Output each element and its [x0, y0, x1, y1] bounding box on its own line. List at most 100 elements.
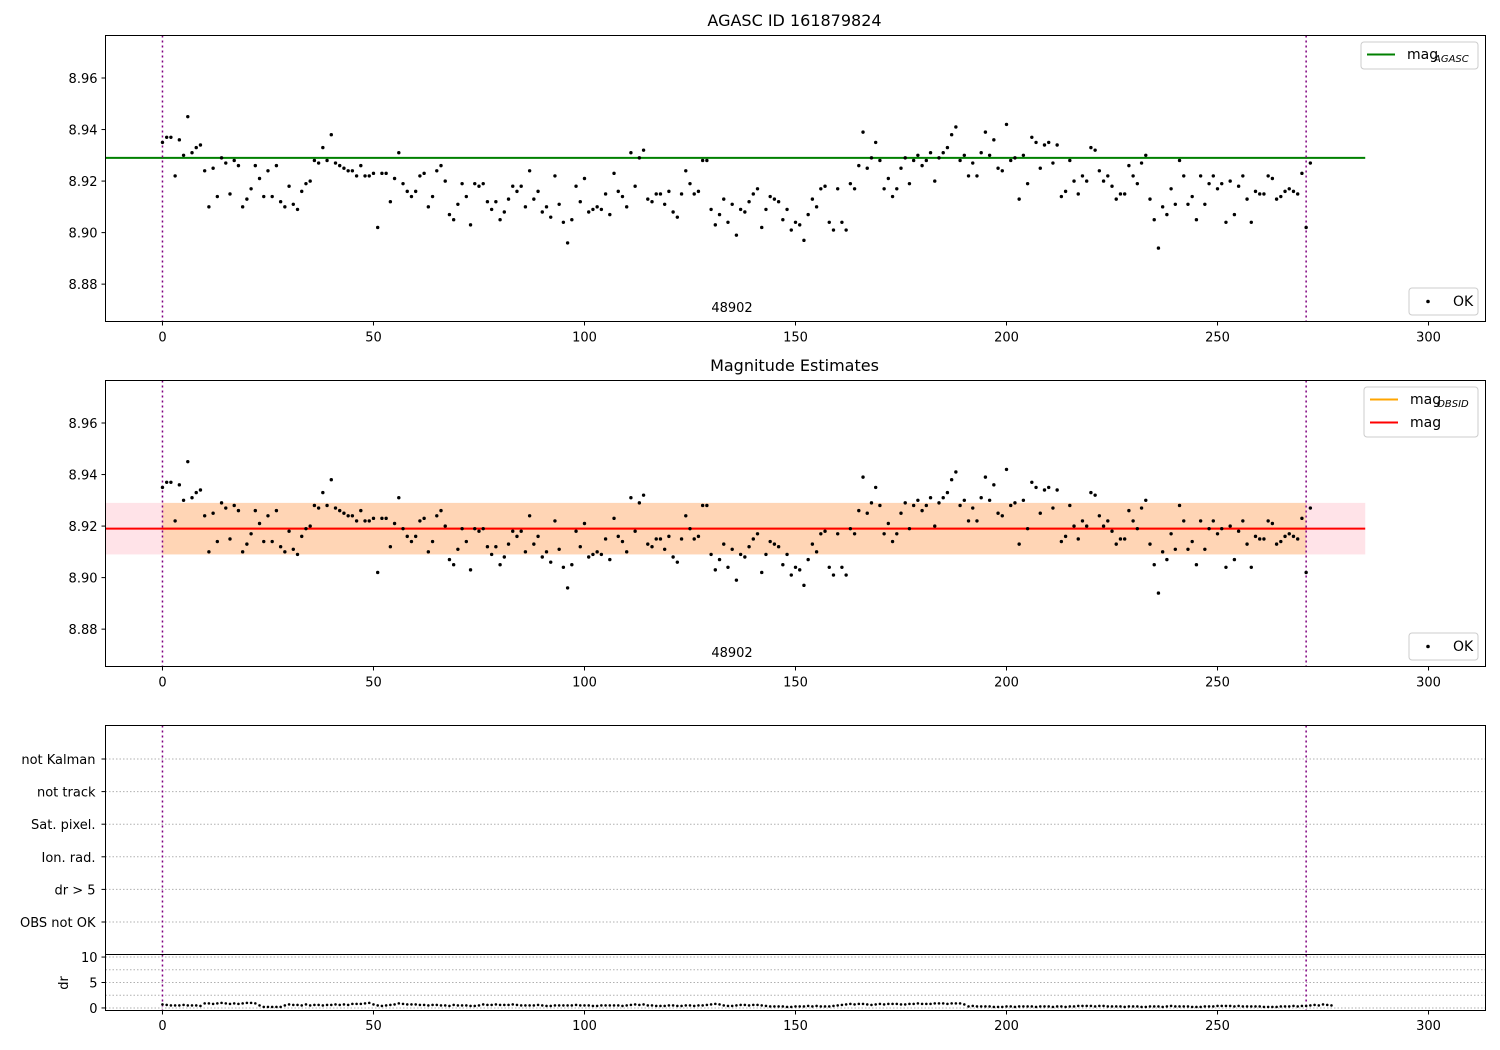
magnitude-point [911, 503, 916, 508]
magnitude-point [506, 542, 511, 546]
dr-point [300, 1004, 304, 1007]
agasc-point [717, 212, 722, 217]
magnitude-point [1118, 537, 1123, 541]
dr-point [321, 1004, 325, 1007]
agasc-point [933, 179, 937, 183]
dr-point [625, 1004, 628, 1007]
dr-point [460, 1004, 464, 1007]
agasc-point [1076, 192, 1080, 196]
agasc-point [785, 207, 789, 212]
agasc-point [278, 199, 283, 204]
magnitude-point [582, 521, 587, 526]
dr-point [633, 1003, 637, 1006]
magnitude-point [1030, 480, 1034, 484]
dr-point [536, 1003, 540, 1007]
magnitude-point [527, 514, 532, 518]
dr-point [173, 1004, 177, 1007]
magnitude-point [1308, 506, 1313, 510]
dr-point [773, 1005, 776, 1008]
magnitude-point [840, 565, 844, 570]
dr-point [367, 1001, 371, 1005]
dr-point [405, 1003, 409, 1006]
magnitude-point [928, 496, 933, 500]
agasc-point [907, 181, 912, 186]
magnitude-point [831, 573, 836, 577]
dr-point [1245, 1005, 1249, 1008]
dr-point [714, 1002, 717, 1006]
agasc-point [1127, 163, 1131, 168]
dr-point [794, 1005, 797, 1008]
agasc-point [346, 169, 350, 173]
agasc-point [291, 202, 295, 206]
flag-label: Ion. rad. [42, 851, 96, 866]
agasc-point [342, 166, 346, 170]
dr-point [1043, 1005, 1046, 1008]
agasc-point [789, 228, 793, 232]
agasc-point [561, 220, 566, 225]
magnitude-point [376, 570, 380, 575]
agasc-point [160, 140, 165, 145]
agasc-point [532, 197, 536, 201]
magnitude-point [1165, 557, 1169, 562]
magnitude-point [1097, 514, 1102, 518]
dr-point [384, 1004, 388, 1007]
magnitude-point [1110, 529, 1114, 533]
dr-point [389, 1003, 392, 1007]
magnitude-point [696, 534, 701, 539]
dr-point [1216, 1004, 1219, 1008]
agasc-point [1308, 161, 1313, 165]
magnitude-point [836, 532, 840, 536]
magnitude-xtick-label: 0 [158, 676, 166, 691]
agasc-point [1021, 153, 1026, 158]
dr-point [920, 1002, 924, 1006]
agasc-point [384, 171, 388, 176]
agasc-point [966, 174, 971, 178]
dr-point [929, 1002, 932, 1006]
magnitude-point [966, 519, 971, 523]
agasc-point [1097, 169, 1102, 173]
magnitude-point [1059, 539, 1064, 544]
magnitude-point [979, 496, 983, 500]
agasc-point [705, 158, 709, 163]
magnitude-xtick-label: 50 [365, 676, 382, 691]
agasc-point [675, 215, 680, 219]
dr-point [979, 1005, 983, 1008]
dr-point [806, 1004, 810, 1008]
dr-point [785, 1005, 789, 1009]
dr-point [996, 1005, 1000, 1009]
dr-point [697, 1004, 700, 1007]
agasc-ytick-label: 8.90 [69, 227, 98, 242]
agasc-point [658, 192, 663, 196]
agasc-point [848, 181, 853, 186]
dr-point [646, 1004, 650, 1007]
agasc-point [1004, 122, 1009, 127]
magnitude-point [895, 532, 899, 536]
dr-point [608, 1004, 612, 1007]
dr-point [709, 1003, 713, 1006]
magnitude-point [671, 555, 675, 559]
agasc-point [1182, 174, 1186, 178]
magnitude-point [819, 532, 823, 536]
agasc-point [173, 174, 177, 178]
agasc-point [633, 184, 637, 188]
dr-ytick-label: 0 [89, 1002, 97, 1017]
dr-point [211, 1002, 215, 1006]
magnitude-point [949, 477, 954, 482]
magnitude-point [1025, 526, 1030, 531]
magnitude-point [447, 557, 452, 562]
agasc-point [338, 163, 342, 168]
magnitude-point [367, 519, 371, 523]
dr-point [1076, 1004, 1080, 1008]
agasc-point [713, 223, 718, 227]
dr-point [553, 1004, 557, 1007]
magnitude-point [1160, 550, 1165, 554]
dr-xtick-label: 200 [994, 1019, 1019, 1034]
magnitude-point [899, 511, 903, 515]
dr-point [836, 1004, 840, 1007]
magnitude-point [1004, 467, 1009, 472]
magnitude-point [456, 547, 460, 551]
agasc-point [321, 145, 325, 150]
dr-point [1330, 1004, 1333, 1007]
magnitude-point [549, 560, 553, 564]
